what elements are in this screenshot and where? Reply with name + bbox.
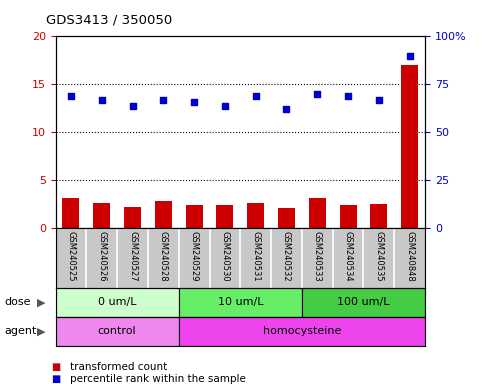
Text: dose: dose: [5, 297, 31, 308]
Point: [283, 106, 290, 113]
Text: GSM240532: GSM240532: [282, 232, 291, 282]
Text: control: control: [98, 326, 136, 336]
Bar: [93, 203, 110, 228]
Text: GSM240533: GSM240533: [313, 232, 322, 282]
Text: ▶: ▶: [37, 326, 46, 336]
Text: agent: agent: [5, 326, 37, 336]
Bar: [56, 317, 179, 346]
Text: GSM240526: GSM240526: [97, 232, 106, 282]
Bar: [179, 317, 425, 346]
Text: GSM240527: GSM240527: [128, 232, 137, 282]
Point: [375, 97, 383, 103]
Bar: [155, 200, 172, 228]
Bar: [302, 288, 425, 317]
Point: [190, 99, 198, 105]
Bar: [370, 204, 387, 228]
Point: [406, 53, 413, 59]
Text: GSM240848: GSM240848: [405, 232, 414, 282]
Text: GSM240531: GSM240531: [251, 232, 260, 282]
Point: [252, 93, 259, 99]
Point: [98, 97, 106, 103]
Text: GSM240525: GSM240525: [67, 232, 75, 282]
Bar: [62, 198, 79, 228]
Bar: [340, 205, 356, 228]
Text: ■: ■: [51, 362, 60, 372]
Point: [313, 91, 321, 97]
Bar: [124, 207, 141, 228]
Bar: [401, 65, 418, 228]
Text: 100 um/L: 100 um/L: [337, 297, 390, 308]
Point: [221, 103, 229, 109]
Bar: [247, 203, 264, 228]
Text: GSM240535: GSM240535: [374, 232, 384, 282]
Point: [344, 93, 352, 99]
Text: ■: ■: [51, 374, 60, 384]
Bar: [216, 205, 233, 228]
Bar: [309, 198, 326, 228]
Bar: [278, 208, 295, 228]
Bar: [56, 288, 179, 317]
Point: [159, 97, 167, 103]
Text: GSM240529: GSM240529: [190, 232, 199, 282]
Point: [128, 103, 136, 109]
Text: GDS3413 / 350050: GDS3413 / 350050: [46, 14, 172, 27]
Bar: [185, 205, 202, 228]
Text: 10 um/L: 10 um/L: [217, 297, 263, 308]
Point: [67, 93, 75, 99]
Text: homocysteine: homocysteine: [263, 326, 341, 336]
Text: transformed count: transformed count: [70, 362, 167, 372]
Text: GSM240530: GSM240530: [220, 232, 229, 282]
Text: ▶: ▶: [37, 297, 46, 308]
Text: GSM240528: GSM240528: [159, 232, 168, 282]
Bar: [179, 288, 302, 317]
Text: GSM240534: GSM240534: [343, 232, 353, 282]
Text: percentile rank within the sample: percentile rank within the sample: [70, 374, 246, 384]
Text: 0 um/L: 0 um/L: [98, 297, 136, 308]
